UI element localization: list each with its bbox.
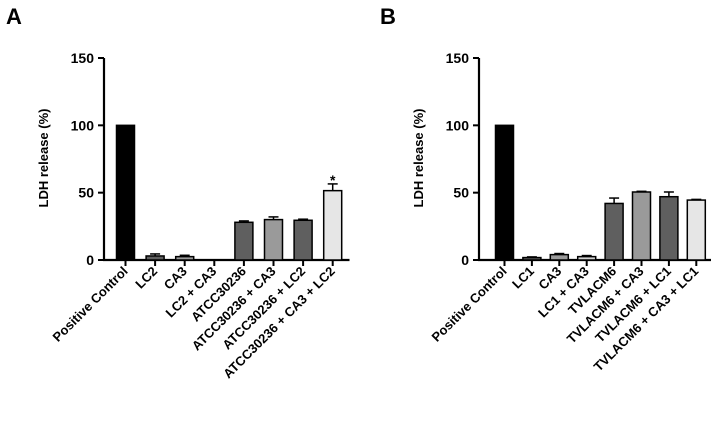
x-tick-label: LC2 [132, 264, 160, 292]
bar [115, 124, 136, 261]
bars [494, 124, 707, 261]
y-tick-label: 50 [78, 185, 94, 201]
bars: * [115, 124, 343, 261]
significance-marker: * [330, 172, 336, 188]
y-axis-label: LDH release (%) [411, 109, 426, 208]
y-tick-label: 0 [86, 252, 94, 268]
bar [522, 256, 542, 261]
bar [576, 255, 597, 261]
bar [263, 218, 284, 261]
y-tick-label: 0 [461, 252, 469, 268]
chart-panel-b: B LDH release (%) 0 50 100 150 Positive Cont… [380, 4, 711, 374]
bar [234, 221, 254, 261]
y-tick-label: 100 [446, 117, 470, 133]
bar [659, 195, 679, 261]
bar [494, 124, 515, 261]
y-tick-label: 150 [446, 50, 470, 66]
panel-letter-a: A [6, 4, 22, 29]
bar [631, 191, 652, 261]
bar [145, 255, 165, 261]
x-tick-label: LC1 [509, 264, 537, 292]
y-tick-label: 100 [71, 117, 95, 133]
panel-letter-b: B [380, 4, 396, 29]
x-tick-label: Positive Control [429, 264, 510, 345]
y-tick-label: 150 [71, 50, 95, 66]
y-axis-label: LDH release (%) [36, 109, 51, 208]
bar [322, 189, 343, 261]
x-tick-label: Positive Control [50, 264, 131, 345]
bar [293, 219, 313, 261]
bar [549, 253, 570, 261]
bar [174, 255, 195, 261]
y-tick-label: 50 [453, 185, 469, 201]
chart-panel-a: A LDH release (%) 0 50 100 150 Positive Cont… [6, 4, 350, 381]
bar [604, 202, 624, 261]
bar [686, 199, 707, 261]
